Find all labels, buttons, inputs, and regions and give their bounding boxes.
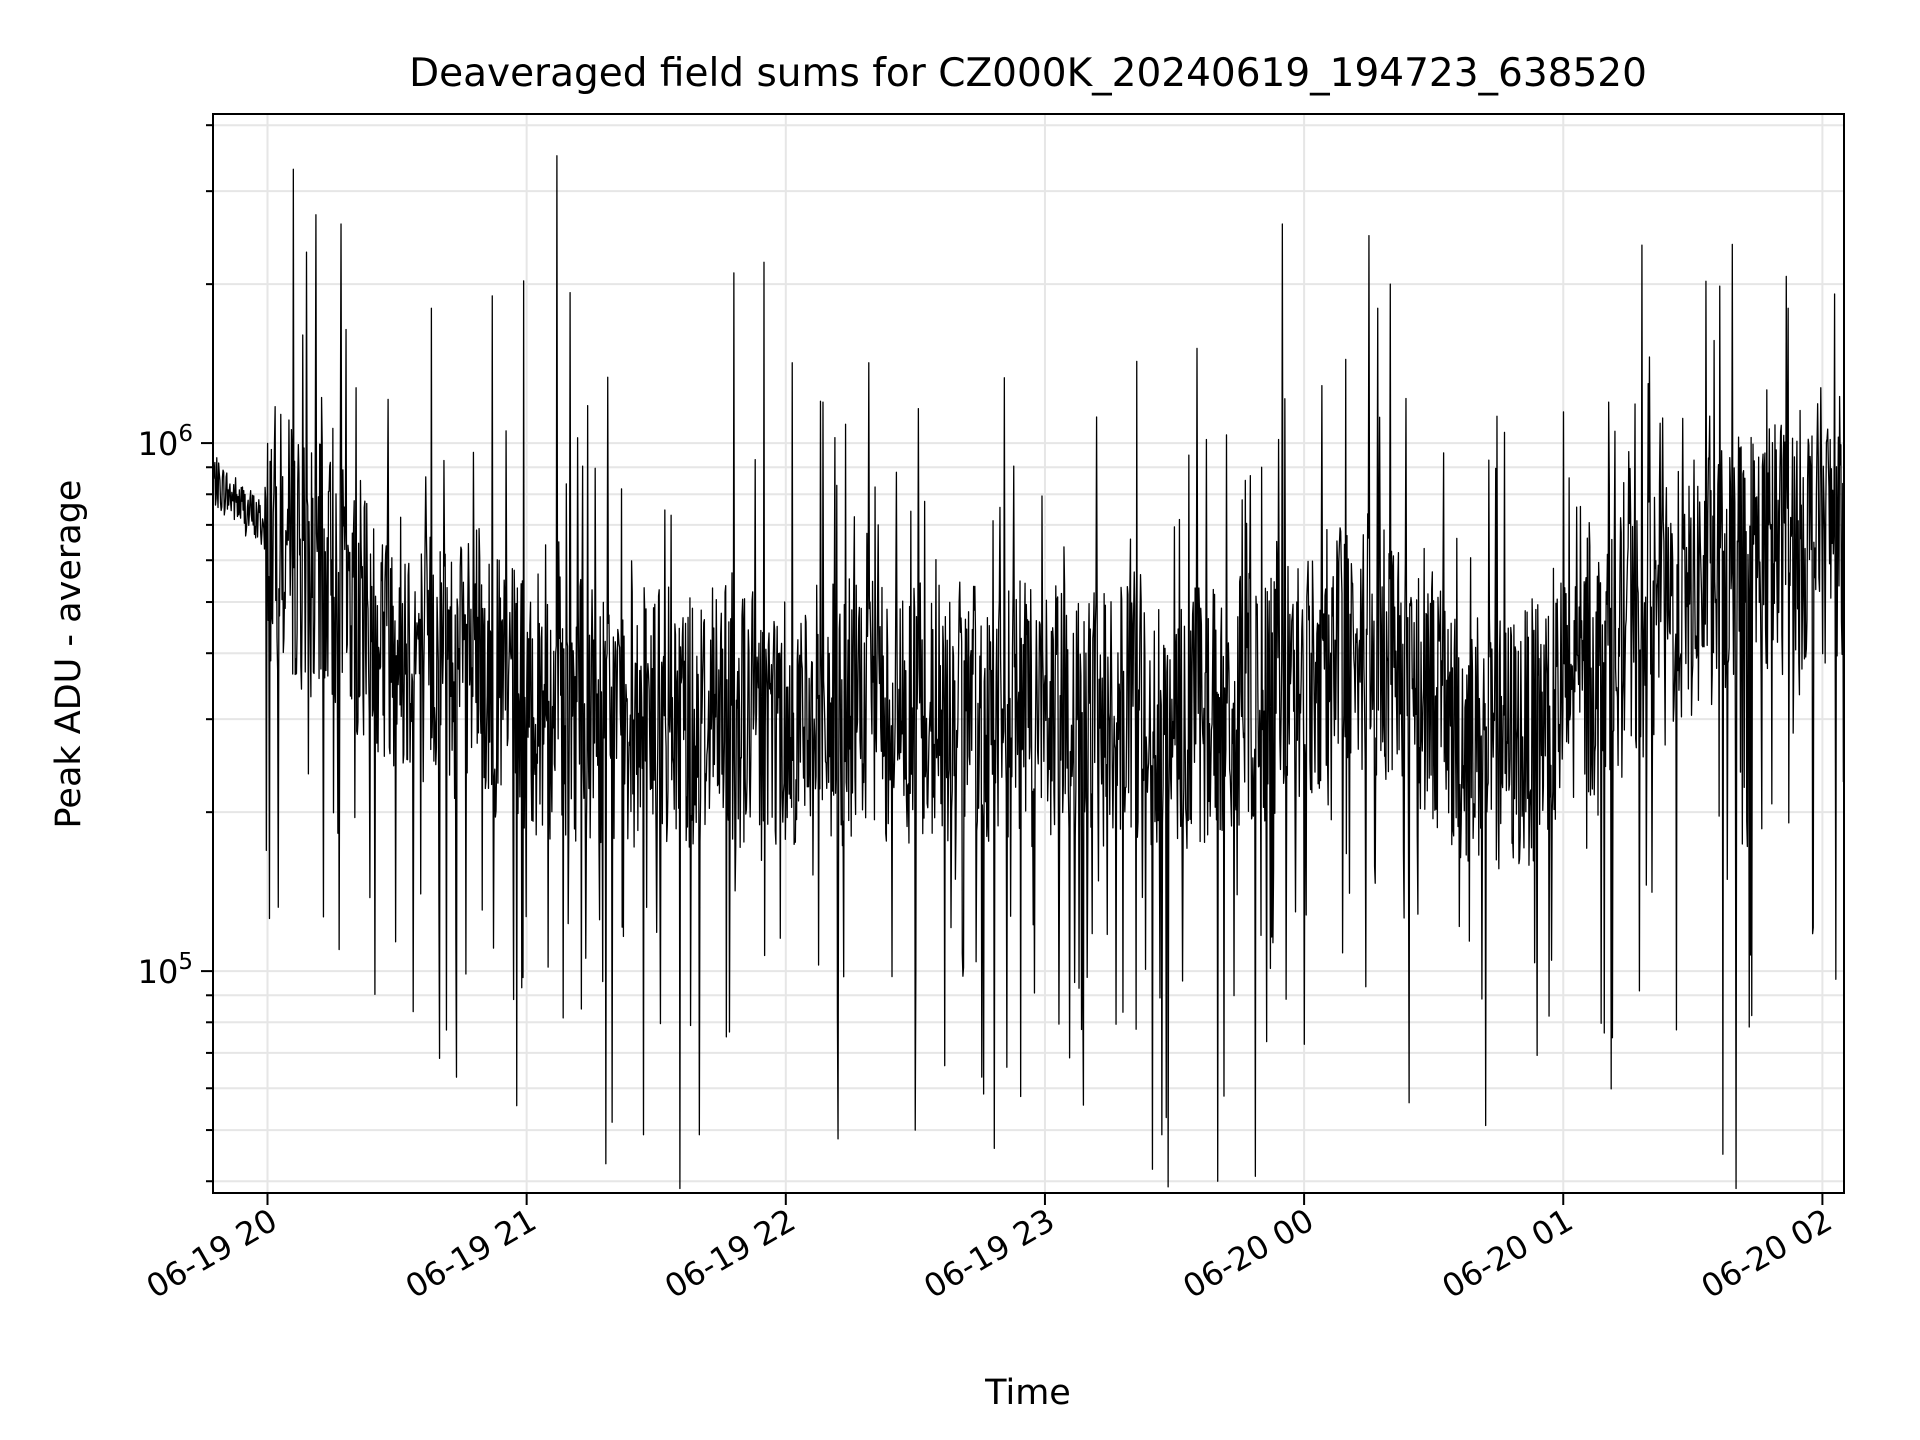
grid [213,114,1844,1193]
series-line [212,155,1845,1190]
x-axis-label: Time [984,1373,1071,1413]
y-tick-label: 106 [138,421,193,463]
y-tick-label: 105 [138,949,193,991]
y-axis: 105 106 [138,124,213,1183]
y-axis-label: Peak ADU - average [49,480,89,829]
chart-title: Deaveraged field sums for CZ000K_2024061… [409,51,1647,96]
series-group [212,155,1845,1190]
